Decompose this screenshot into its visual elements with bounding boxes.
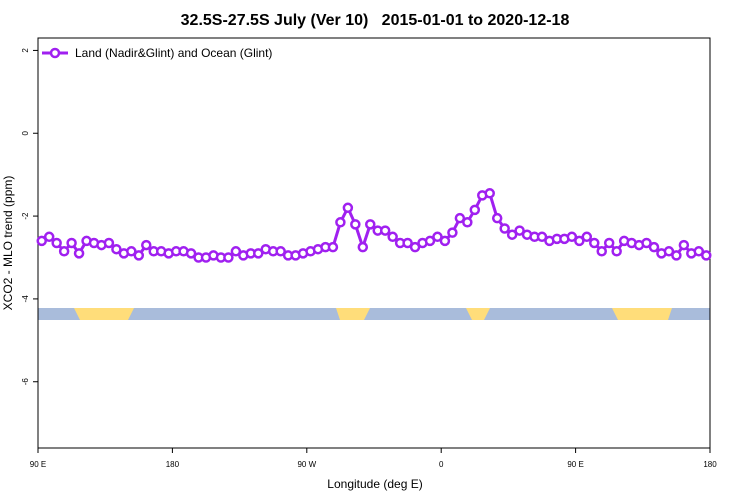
data-point	[133, 250, 145, 261]
data-point	[327, 241, 339, 253]
surface-strip	[38, 308, 710, 320]
land-patch	[336, 308, 370, 320]
data-point	[387, 231, 398, 243]
data-point	[253, 248, 264, 259]
data-point	[506, 229, 518, 240]
y-tick-label: -6	[21, 378, 30, 386]
data-point	[73, 248, 85, 259]
legend-marker	[49, 47, 61, 59]
data-point	[574, 235, 585, 247]
legend-label: Land (Nadir&Glint) and Ocean (Glint)	[75, 46, 272, 60]
data-point	[589, 237, 600, 249]
data-point	[454, 212, 466, 224]
data-point	[536, 231, 548, 243]
data-point	[701, 250, 712, 261]
data-point	[596, 246, 607, 257]
y-tick-label: 0	[21, 130, 30, 135]
data-point	[185, 248, 197, 259]
data-point	[648, 241, 660, 253]
data-point	[566, 231, 578, 243]
x-tick-label: 90 E	[567, 460, 583, 469]
data-point	[36, 235, 47, 247]
data-point	[469, 204, 481, 216]
data-point	[484, 188, 495, 199]
data-point	[342, 202, 354, 214]
data-point	[335, 217, 346, 228]
data-point	[581, 231, 593, 243]
x-tick-label: 0	[439, 460, 444, 469]
ocean-band	[38, 308, 710, 320]
data-point	[409, 241, 421, 253]
x-tick-label: 90 E	[30, 460, 46, 469]
data-point	[678, 239, 690, 251]
legend: Land (Nadir&Glint) and Ocean (Glint)	[42, 46, 272, 60]
data-point	[275, 246, 286, 257]
data-point	[402, 237, 413, 249]
data-point	[432, 231, 443, 243]
data-point	[126, 246, 137, 257]
data-point	[103, 237, 115, 249]
data-point	[603, 237, 615, 249]
data-point	[111, 243, 122, 255]
y-tick-label: -2	[21, 212, 30, 220]
x-axis-label: Longitude (deg E)	[327, 477, 422, 491]
data-point	[641, 237, 652, 249]
data-point	[611, 246, 622, 257]
y-axis-label: XCO2 - MLO trend (ppm)	[1, 176, 15, 311]
data-point	[499, 223, 510, 234]
x-tick-label: 90 W	[297, 460, 316, 469]
data-point	[230, 246, 242, 257]
data-point	[447, 227, 458, 238]
data-point	[693, 246, 705, 257]
data-point	[439, 235, 451, 247]
data-point	[365, 219, 376, 230]
data-point	[141, 239, 152, 251]
data-point	[357, 241, 369, 253]
y-tick-label: 2	[21, 48, 30, 53]
data-point	[514, 225, 525, 236]
land-patch	[466, 308, 490, 320]
data-point	[379, 225, 391, 236]
chart-title: 32.5S-27.5S July (Ver 10) 2015-01-01 to …	[181, 12, 570, 29]
data-point	[350, 219, 361, 230]
data-point	[663, 246, 675, 257]
data-point	[66, 237, 77, 249]
data-point	[51, 237, 62, 249]
data-point	[671, 250, 682, 261]
x-tick-label: 180	[703, 460, 717, 469]
data-point	[462, 217, 473, 228]
data-point	[43, 231, 55, 243]
data-point	[58, 246, 70, 257]
data-point	[223, 252, 234, 263]
data-point	[424, 235, 436, 247]
x-tick-label: 180	[166, 460, 180, 469]
land-patch	[74, 308, 134, 320]
y-tick-label: -4	[21, 295, 30, 303]
land-patch	[612, 308, 672, 320]
data-point	[491, 212, 503, 224]
